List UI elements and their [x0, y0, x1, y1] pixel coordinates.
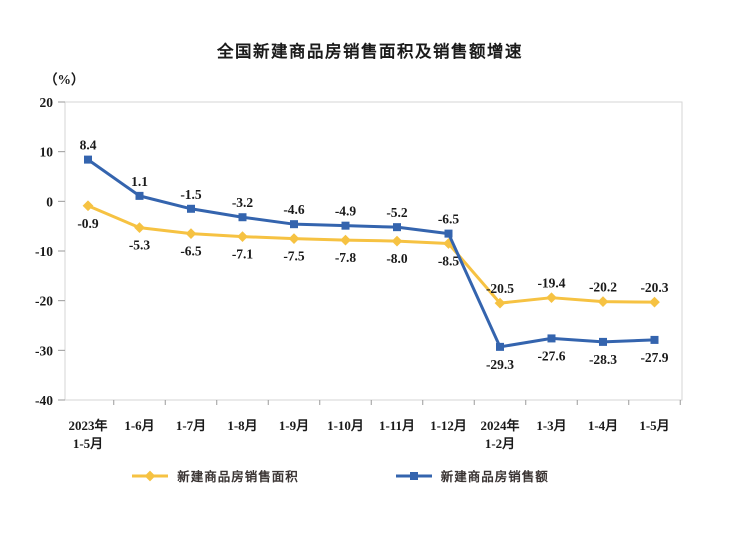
svg-text:-8.0: -8.0 — [386, 251, 408, 266]
svg-text:-3.2: -3.2 — [232, 195, 254, 210]
svg-text:-5.2: -5.2 — [386, 205, 408, 220]
svg-text:1-10月: 1-10月 — [327, 418, 364, 433]
svg-text:-0.9: -0.9 — [77, 216, 99, 231]
svg-text:-4.6: -4.6 — [283, 202, 305, 217]
legend-label-sales-area: 新建商品房销售面积 — [177, 470, 299, 484]
legend-marker-sales-amount-icon — [395, 471, 432, 480]
legend-marker-sales-area-icon — [132, 470, 169, 481]
svg-text:0: 0 — [46, 194, 53, 209]
svg-text:-20.3: -20.3 — [640, 280, 668, 295]
svg-text:-28.3: -28.3 — [589, 352, 617, 367]
svg-text:-6.5: -6.5 — [438, 212, 460, 227]
svg-text:1-9月: 1-9月 — [279, 418, 309, 433]
svg-text:1-6月: 1-6月 — [124, 418, 154, 433]
svg-text:20: 20 — [40, 95, 54, 110]
svg-text:1-5月: 1-5月 — [639, 418, 669, 433]
legend-item-sales-area: 新建商品房销售面积 — [131, 466, 299, 485]
svg-text:-30: -30 — [35, 343, 53, 358]
svg-text:-20.5: -20.5 — [486, 281, 514, 296]
svg-text:-27.6: -27.6 — [537, 348, 565, 363]
svg-text:-27.9: -27.9 — [640, 350, 668, 365]
svg-text:-20: -20 — [35, 294, 53, 309]
svg-text:2024年: 2024年 — [480, 418, 519, 433]
svg-text:-19.4: -19.4 — [537, 276, 565, 291]
svg-text:-20.2: -20.2 — [589, 280, 617, 295]
legend-label-sales-amount: 新建商品房销售额 — [440, 470, 549, 484]
svg-text:-1.5: -1.5 — [180, 187, 202, 202]
svg-text:1-4月: 1-4月 — [588, 418, 618, 433]
chart-legend: 新建商品房销售面积 新建商品房销售额 — [0, 466, 710, 485]
svg-text:1-12月: 1-12月 — [430, 418, 467, 433]
svg-text:-7.1: -7.1 — [232, 247, 254, 262]
svg-text:1-2月: 1-2月 — [485, 436, 515, 451]
chart-title: 全国新建商品房销售面积及销售额增速 — [217, 42, 523, 61]
svg-text:-5.3: -5.3 — [129, 238, 151, 253]
svg-text:2023年: 2023年 — [68, 418, 107, 433]
y-axis-unit-label: （%） — [44, 72, 85, 87]
svg-text:-10: -10 — [35, 244, 53, 259]
svg-text:10: 10 — [40, 145, 54, 160]
svg-text:-6.5: -6.5 — [180, 244, 202, 259]
svg-text:-7.5: -7.5 — [283, 249, 305, 264]
svg-text:-4.9: -4.9 — [335, 204, 357, 219]
chart-canvas: 20 10 0 -10 -20 -30 -40 2023年 1-5月 1-6月 1-7月 1-8月 1-… — [35, 95, 683, 451]
svg-text:8.4: 8.4 — [80, 138, 97, 153]
legend-item-sales-amount: 新建商品房销售额 — [395, 466, 549, 485]
svg-text:-29.3: -29.3 — [486, 357, 514, 372]
svg-text:-8.5: -8.5 — [438, 254, 460, 269]
svg-text:1-8月: 1-8月 — [227, 418, 257, 433]
svg-text:1-3月: 1-3月 — [536, 418, 566, 433]
svg-text:1-5月: 1-5月 — [73, 436, 103, 451]
svg-text:1-7月: 1-7月 — [176, 418, 206, 433]
svg-text:-40: -40 — [35, 393, 53, 408]
svg-text:1.1: 1.1 — [131, 174, 148, 189]
svg-text:1-11月: 1-11月 — [379, 418, 415, 433]
svg-text:-7.8: -7.8 — [335, 250, 357, 265]
